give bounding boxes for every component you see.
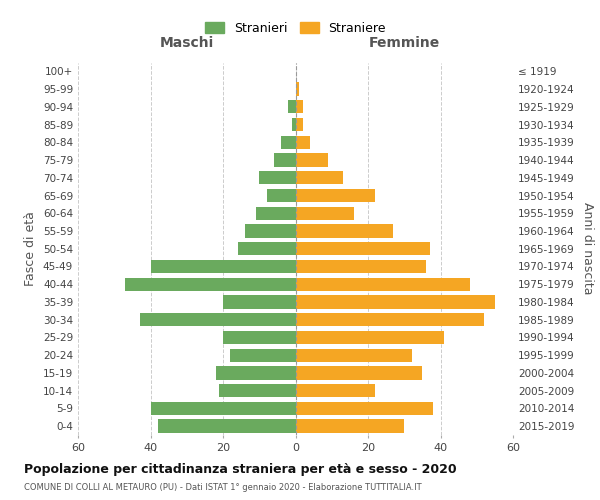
Bar <box>296 136 310 149</box>
Bar <box>296 82 299 96</box>
Bar <box>296 331 444 344</box>
Bar <box>216 366 296 380</box>
Bar <box>230 348 296 362</box>
Bar <box>296 206 353 220</box>
Bar <box>296 154 328 166</box>
Bar <box>296 366 422 380</box>
Y-axis label: Anni di nascita: Anni di nascita <box>581 202 594 295</box>
Bar <box>296 189 375 202</box>
Bar <box>223 296 296 308</box>
Bar <box>296 278 470 291</box>
Bar <box>281 136 296 149</box>
Bar <box>296 242 430 256</box>
Bar <box>256 206 296 220</box>
Bar <box>151 260 296 273</box>
Bar <box>274 154 296 166</box>
Bar <box>140 313 296 326</box>
Text: Popolazione per cittadinanza straniera per età e sesso - 2020: Popolazione per cittadinanza straniera p… <box>24 462 457 475</box>
Bar <box>151 402 296 415</box>
Bar <box>245 224 296 237</box>
Bar <box>259 171 296 184</box>
Bar <box>296 348 412 362</box>
Bar <box>296 224 394 237</box>
Bar <box>220 384 296 398</box>
Bar <box>296 420 404 433</box>
Bar <box>296 260 426 273</box>
Bar <box>296 296 495 308</box>
Bar <box>223 331 296 344</box>
Text: Femmine: Femmine <box>368 36 440 50</box>
Bar <box>296 171 343 184</box>
Bar <box>296 384 375 398</box>
Bar <box>292 118 296 131</box>
Bar <box>238 242 296 256</box>
Bar <box>288 100 296 114</box>
Text: Maschi: Maschi <box>160 36 214 50</box>
Text: COMUNE DI COLLI AL METAURO (PU) - Dati ISTAT 1° gennaio 2020 - Elaborazione TUTT: COMUNE DI COLLI AL METAURO (PU) - Dati I… <box>24 482 422 492</box>
Bar <box>296 118 303 131</box>
Bar <box>296 313 484 326</box>
Bar <box>158 420 296 433</box>
Bar <box>296 100 303 114</box>
Bar <box>266 189 296 202</box>
Legend: Stranieri, Straniere: Stranieri, Straniere <box>200 16 391 40</box>
Y-axis label: Fasce di età: Fasce di età <box>25 212 37 286</box>
Bar <box>125 278 296 291</box>
Bar <box>296 402 433 415</box>
